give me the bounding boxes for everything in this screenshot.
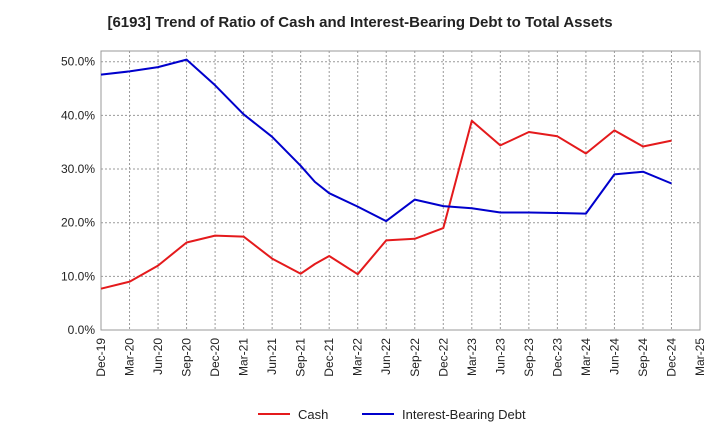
x-tick-label: Mar-23 [465,338,479,376]
x-tick-label: Sep-21 [294,338,308,377]
x-tick-label: Sep-23 [522,338,536,377]
x-tick-label: Dec-22 [436,338,450,377]
x-tick-label: Sep-20 [180,338,194,377]
x-tick-label: Mar-21 [237,338,251,376]
x-tick-label: Jun-21 [265,338,279,375]
grid-layer [100,50,701,331]
x-tick-label: Sep-24 [636,338,650,377]
x-tick-label: Mar-25 [693,338,707,376]
x-tick-label: Mar-20 [123,338,137,376]
legend-label: Interest-Bearing Debt [402,407,526,422]
x-tick-label: Jun-22 [379,338,393,375]
series-line-cash [100,119,672,290]
x-tick-label: Sep-22 [408,338,422,377]
x-tick-label: Dec-21 [322,338,336,377]
y-tick-label: 40.0% [61,108,95,122]
chart-title: [6193] Trend of Ratio of Cash and Intere… [107,14,613,31]
x-tick-label: Dec-19 [94,338,108,377]
y-tick-label: 50.0% [61,55,95,69]
x-tick-label: Dec-24 [664,338,678,377]
y-tick-label: 30.0% [61,162,95,176]
x-tick-label: Dec-23 [550,338,564,377]
series-layer [100,58,672,290]
x-tick-label: Jun-24 [607,338,621,375]
y-tick-label: 10.0% [61,269,95,283]
legend: Cash Interest-Bearing Debt [258,407,526,422]
x-tick-label: Dec-20 [208,338,222,377]
legend-label: Cash [298,407,328,422]
x-tick-label: Jun-23 [493,338,507,375]
plot-frame [100,50,701,331]
y-tick-label: 0.0% [68,323,96,337]
x-tick-label: Mar-24 [579,338,593,376]
axis-layer: 0.0% 10.0% 20.0% 30.0% 40.0% 50.0% Dec-19 Mar-2… [61,55,707,377]
series-line-interest-bearing-debt [100,58,672,223]
x-tick-label: Mar-22 [351,338,365,376]
y-tick-label: 20.0% [61,216,95,230]
x-tick-label: Jun-20 [151,338,165,375]
